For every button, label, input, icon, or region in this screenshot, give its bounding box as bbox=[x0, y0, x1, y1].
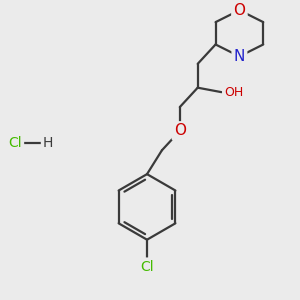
Text: H: H bbox=[43, 136, 53, 150]
Text: O: O bbox=[174, 123, 186, 138]
Text: Cl: Cl bbox=[8, 136, 22, 150]
Text: N: N bbox=[234, 49, 245, 64]
Text: Cl: Cl bbox=[140, 260, 154, 274]
Text: O: O bbox=[233, 3, 245, 18]
Text: OH: OH bbox=[224, 86, 243, 99]
